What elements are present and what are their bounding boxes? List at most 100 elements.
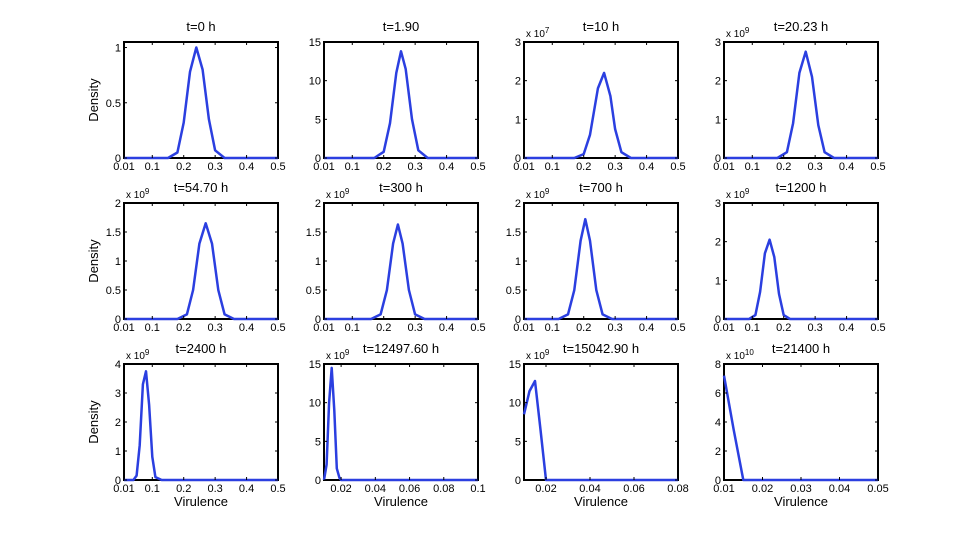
subplot-10-xtick-label: 0.08 xyxy=(433,483,454,495)
subplot-2-xtick-label: 0.3 xyxy=(407,161,422,173)
subplot-9-xtick-label: 0.01 xyxy=(113,483,134,495)
subplot-10-x-axis-label: Virulence xyxy=(374,494,428,509)
subplot-9-x-axis-label: Virulence xyxy=(174,494,228,509)
subplot-5-xtick-label: 0.2 xyxy=(176,322,191,334)
subplot-4-ytick-label: 1 xyxy=(715,114,721,126)
subplot-8-xtick-label: 0.3 xyxy=(807,322,822,334)
subplot-8-series-line-1 xyxy=(724,238,878,321)
subplot-10-xtick-label: 0.1 xyxy=(470,483,485,495)
subplot-12-xtick-label: 0.01 xyxy=(713,483,734,495)
subplot-12-axes-frame xyxy=(723,363,879,481)
subplot-3-xtick-label: 0.4 xyxy=(639,161,654,173)
subplot-12-ytick-label: 6 xyxy=(715,388,721,400)
subplot-1-ytick-label: 1 xyxy=(115,43,121,55)
subplot-10-series-line-1 xyxy=(322,366,478,482)
subplot-3-exponent-label: x 107 xyxy=(526,26,550,40)
subplot-7-xtick-label: 0.1 xyxy=(545,322,560,334)
subplot-2-title: t=1.90 xyxy=(383,19,420,34)
subplot-12-ytick-label: 0 xyxy=(715,475,721,487)
subplot-3-axes-frame xyxy=(523,41,679,159)
subplot-7-xtick-label: 0.01 xyxy=(513,322,534,334)
subplot-9-xtick-label: 0.5 xyxy=(270,483,285,495)
subplot-12-xtick-label: 0.03 xyxy=(790,483,811,495)
subplot-4-xtick-label: 0.1 xyxy=(745,161,760,173)
subplot-10-xtick-label: 0.06 xyxy=(399,483,420,495)
subplot-5-ytick-label: 0 xyxy=(115,314,121,326)
subplot-3-ytick-label: 1 xyxy=(515,114,521,126)
subplot-10-ytick-label: 15 xyxy=(309,359,321,371)
subplot-4-xtick-label: 0.4 xyxy=(839,161,854,173)
subplot-7-ytick-label: 2 xyxy=(515,198,521,210)
subplot-3-xtick-label: 0.5 xyxy=(670,161,685,173)
subplot-7-ytick-label: 0 xyxy=(515,314,521,326)
subplot-5-ytick-label: 1 xyxy=(115,256,121,268)
subplot-9-xtick-label: 0.3 xyxy=(207,483,222,495)
subplot-3-series-line-1 xyxy=(524,71,678,160)
subplot-11-ytick-label: 0 xyxy=(515,475,521,487)
subplot-7-ytick-label: 1 xyxy=(515,256,521,268)
subplot-11-ytick-label: 10 xyxy=(509,398,521,410)
subplot-2-ytick-label: 15 xyxy=(309,37,321,49)
subplot-8-ytick-label: 1 xyxy=(715,275,721,287)
subplot-7-ytick-label: 1.5 xyxy=(506,227,521,239)
subplot-4-xtick-label: 0.3 xyxy=(807,161,822,173)
subplot-9-series-line-1 xyxy=(124,370,278,482)
subplot-10-ytick-label: 10 xyxy=(309,398,321,410)
subplot-2-axes-frame xyxy=(323,41,479,159)
subplot-10-axes-frame xyxy=(323,363,479,481)
subplot-1-series-line-1 xyxy=(124,46,278,160)
subplot-8-xtick-label: 0.2 xyxy=(776,322,791,334)
subplot-11-exponent-label: x 109 xyxy=(526,348,550,362)
subplot-1-xtick-label: 0.01 xyxy=(113,161,134,173)
subplot-1-xtick-label: 0.5 xyxy=(270,161,285,173)
subplot-8-title: t=1200 h xyxy=(776,180,827,195)
subplot-9-y-axis-label: Density xyxy=(86,400,101,444)
subplot-8-xtick-label: 0.5 xyxy=(870,322,885,334)
subplot-12-ytick-label: 8 xyxy=(715,359,721,371)
subplot-9-ytick-label: 2 xyxy=(115,417,121,429)
subplot-5-xtick-label: 0.5 xyxy=(270,322,285,334)
subplot-3-title: t=10 h xyxy=(583,19,620,34)
subplot-9-ytick-label: 3 xyxy=(115,388,121,400)
subplot-3-ytick-label: 3 xyxy=(515,37,521,49)
subplot-5-y-axis-label: Density xyxy=(86,239,101,283)
subplot-9-title: t=2400 h xyxy=(176,341,227,356)
subplot-11-xtick-label: 0.08 xyxy=(667,483,688,495)
subplot-12-series-line-1 xyxy=(722,375,878,482)
subplot-6-xtick-label: 0.3 xyxy=(407,322,422,334)
subplot-3-xtick-label: 0.1 xyxy=(545,161,560,173)
subplot-4-title: t=20.23 h xyxy=(774,19,829,34)
subplot-1-axes-frame xyxy=(123,41,279,159)
subplot-2-xtick-label: 0.1 xyxy=(345,161,360,173)
subplot-1-ytick-label: 0.5 xyxy=(106,98,121,110)
subplot-2-series-line-1 xyxy=(324,50,478,160)
subplot-5-series-line-1 xyxy=(124,222,278,321)
subplot-12-xtick-label: 0.02 xyxy=(752,483,773,495)
subplot-9-xtick-label: 0.4 xyxy=(239,483,254,495)
subplot-2-ytick-label: 0 xyxy=(315,153,321,165)
subplot-8-axes-frame xyxy=(723,202,879,320)
subplot-9-ytick-label: 4 xyxy=(115,359,121,371)
subplot-11-ytick-label: 5 xyxy=(515,436,521,448)
subplot-9-ytick-label: 1 xyxy=(115,446,121,458)
subplot-3-xtick-label: 0.2 xyxy=(576,161,591,173)
subplot-5-axes-frame xyxy=(123,202,279,320)
subplot-4-ytick-label: 0 xyxy=(715,153,721,165)
subplot-2-xtick-label: 0.5 xyxy=(470,161,485,173)
subplot-7-xtick-label: 0.2 xyxy=(576,322,591,334)
subplot-2-xtick-label: 0.2 xyxy=(376,161,391,173)
subplot-3-xtick-label: 0.01 xyxy=(513,161,534,173)
subplot-12-x-axis-label: Virulence xyxy=(774,494,828,509)
subplot-11-axes-frame xyxy=(523,363,679,481)
subplot-8-ytick-label: 0 xyxy=(715,314,721,326)
subplot-1-xtick-label: 0.2 xyxy=(176,161,191,173)
subplot-7-title: t=700 h xyxy=(579,180,623,195)
subplot-10-title: t=12497.60 h xyxy=(363,341,439,356)
subplot-4-axes-frame xyxy=(723,41,879,159)
subplot-8-exponent-label: x 109 xyxy=(726,187,750,201)
subplot-3-ytick-label: 2 xyxy=(515,76,521,88)
subplot-9-ytick-label: 0 xyxy=(115,475,121,487)
subplot-6-xtick-label: 0.4 xyxy=(439,322,454,334)
subplot-11-title: t=15042.90 h xyxy=(563,341,639,356)
